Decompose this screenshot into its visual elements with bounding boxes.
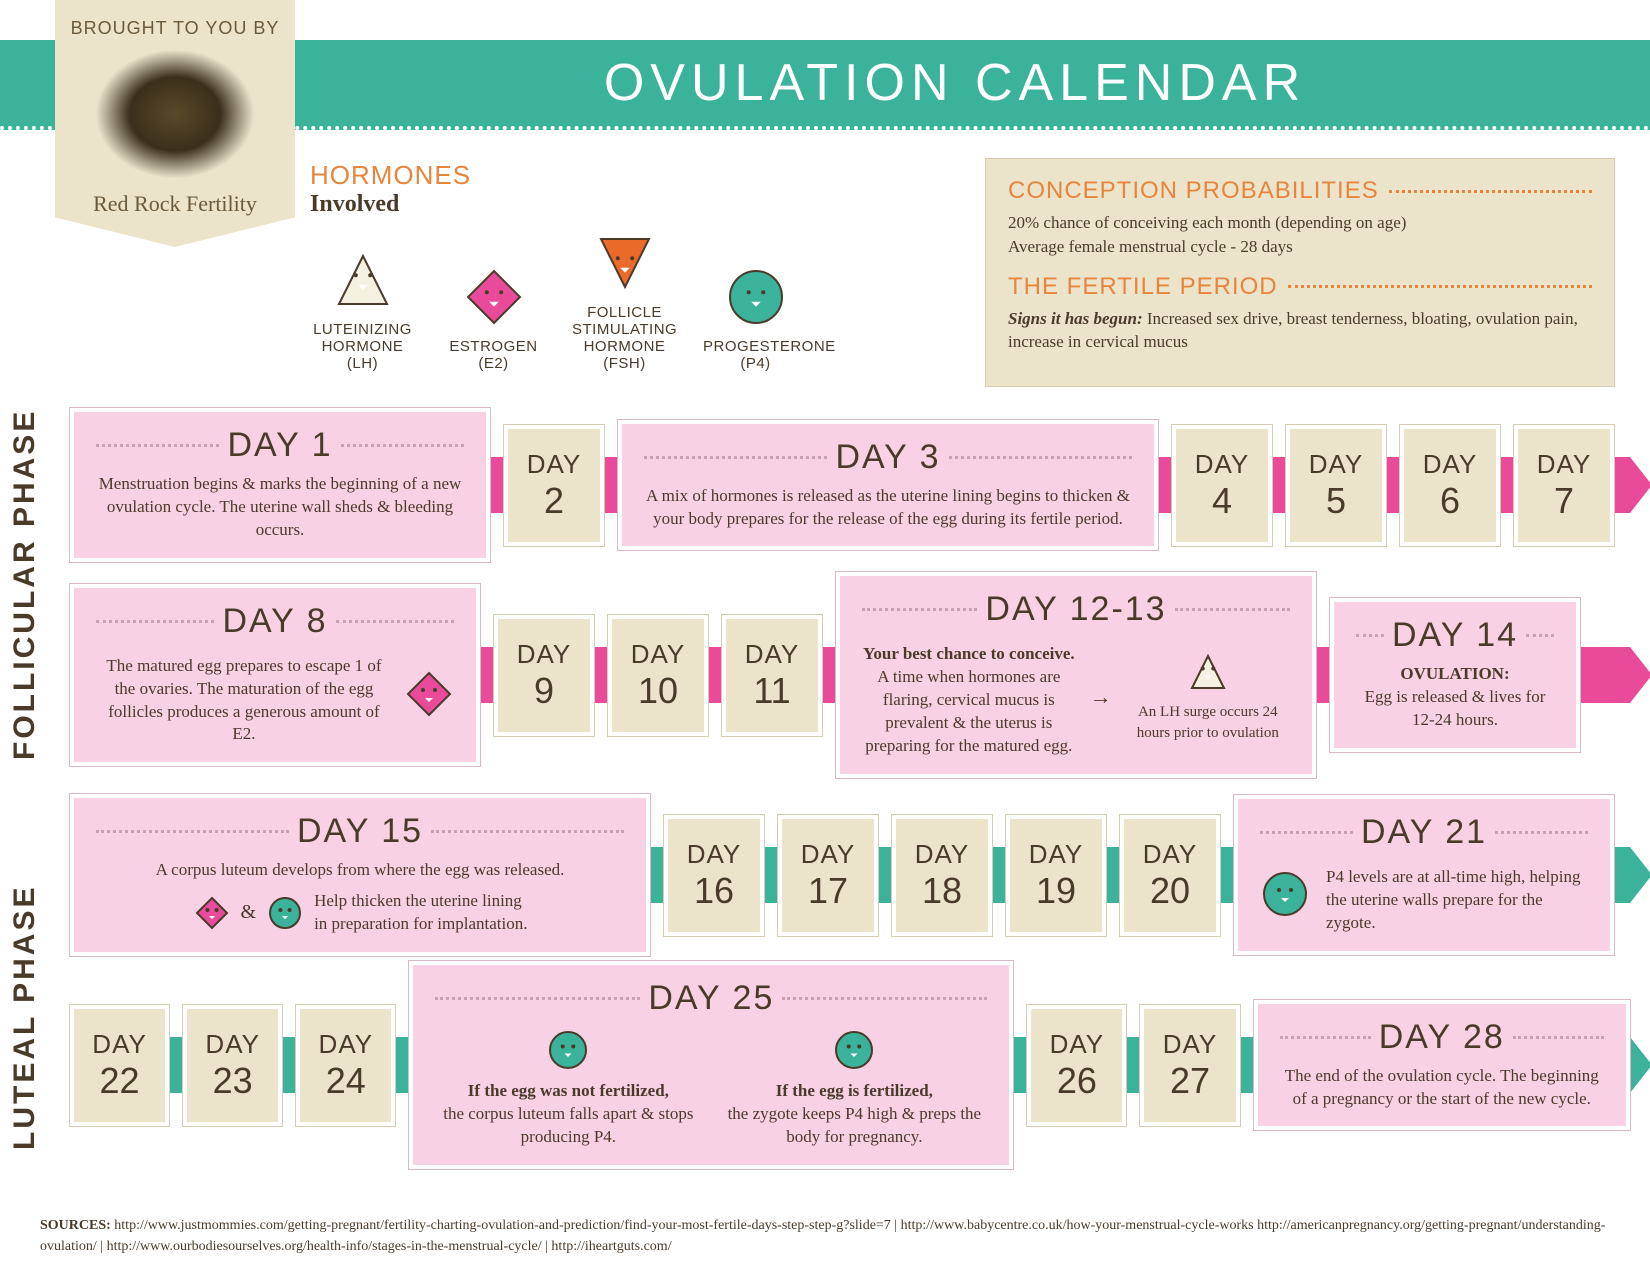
day-card-big: DAY 8 The matured egg prepares to escape… (70, 584, 480, 767)
day-card-big: DAY 21 P4 levels are at all-time high, h… (1234, 795, 1614, 955)
day-card-big: DAY 25If the egg was not fertilized,the … (409, 961, 1013, 1169)
day-card-small: DAY27 (1140, 1005, 1239, 1126)
sources: SOURCES: http://www.justmommies.com/gett… (40, 1215, 1610, 1257)
day-card-small: DAY7 (1514, 425, 1614, 546)
day-card-small: DAY24 (296, 1005, 395, 1126)
day-card-big: DAY 3A mix of hormones is released as th… (618, 420, 1158, 551)
day-card-small: DAY20 (1120, 815, 1220, 936)
day-card-small: DAY19 (1006, 815, 1106, 936)
day-card-small: DAY22 (70, 1005, 169, 1126)
brand-logo-icon (95, 49, 255, 179)
hormone-icon (441, 262, 546, 332)
day-card-small: DAY2 (504, 425, 604, 546)
info-heading-1: CONCEPTION PROBABILITIES (1008, 177, 1379, 205)
info-body-1: 20% chance of conceiving each month (dep… (1008, 211, 1592, 259)
day-card-big: DAY 12-13 Your best chance to conceive.A… (836, 572, 1316, 778)
day-card-small: DAY16 (664, 815, 764, 936)
day-card-small: DAY5 (1286, 425, 1386, 546)
day-card-small: DAY10 (608, 615, 708, 736)
brand-ribbon: BROUGHT TO YOU BY Red Rock Fertility (55, 0, 295, 247)
day-card-small: DAY23 (183, 1005, 282, 1126)
hormone-item-0: LUTEINIZING HORMONE (LH) (310, 245, 415, 372)
calendar-row-4: DAY22DAY23DAY24DAY 25If the egg was not … (70, 980, 1630, 1150)
day-card-big: DAY 1Menstruation begins & marks the beg… (70, 408, 490, 562)
brand-top-text: BROUGHT TO YOU BY (65, 18, 285, 39)
day-card-big: DAY 28The end of the ovulation cycle. Th… (1254, 1000, 1630, 1131)
hormone-icon (572, 228, 677, 298)
hormones-title: HORMONES (310, 160, 471, 190)
calendar-row-1: DAY 1Menstruation begins & marks the beg… (70, 400, 1630, 570)
hormone-item-3: PROGESTERONE (P4) (703, 262, 808, 372)
brand-name: Red Rock Fertility (65, 191, 285, 217)
hormone-item-2: FOLLICLE STIMULATING HORMONE (FSH) (572, 228, 677, 372)
info-heading-2: THE FERTILE PERIOD (1008, 273, 1278, 301)
hormones-subtitle: Involved (310, 191, 930, 218)
calendar-row-2: DAY 8 The matured egg prepares to escape… (70, 590, 1630, 760)
day-card-small: DAY6 (1400, 425, 1500, 546)
day-card-big: DAY 14OVULATION:Egg is released & lives … (1330, 598, 1580, 752)
hormone-icon (310, 245, 415, 315)
info-box: CONCEPTION PROBABILITIES 20% chance of c… (985, 158, 1615, 387)
day-card-small: DAY9 (494, 615, 594, 736)
day-card-small: DAY26 (1027, 1005, 1126, 1126)
day-card-small: DAY17 (778, 815, 878, 936)
follicular-phase-label: FOLLICULAR PHASE (8, 400, 42, 760)
hormone-icon (703, 262, 808, 332)
calendar-row-3: DAY 15A corpus luteum develops from wher… (70, 790, 1630, 960)
day-card-small: DAY11 (722, 615, 822, 736)
info-body-2: Signs it has begun: Increased sex drive,… (1008, 307, 1592, 355)
day-card-small: DAY4 (1172, 425, 1272, 546)
day-card-big: DAY 15A corpus luteum develops from wher… (70, 794, 650, 956)
luteal-phase-label: LUTEAL PHASE (8, 790, 42, 1150)
day-card-small: DAY18 (892, 815, 992, 936)
hormone-item-1: ESTROGEN (E2) (441, 262, 546, 372)
